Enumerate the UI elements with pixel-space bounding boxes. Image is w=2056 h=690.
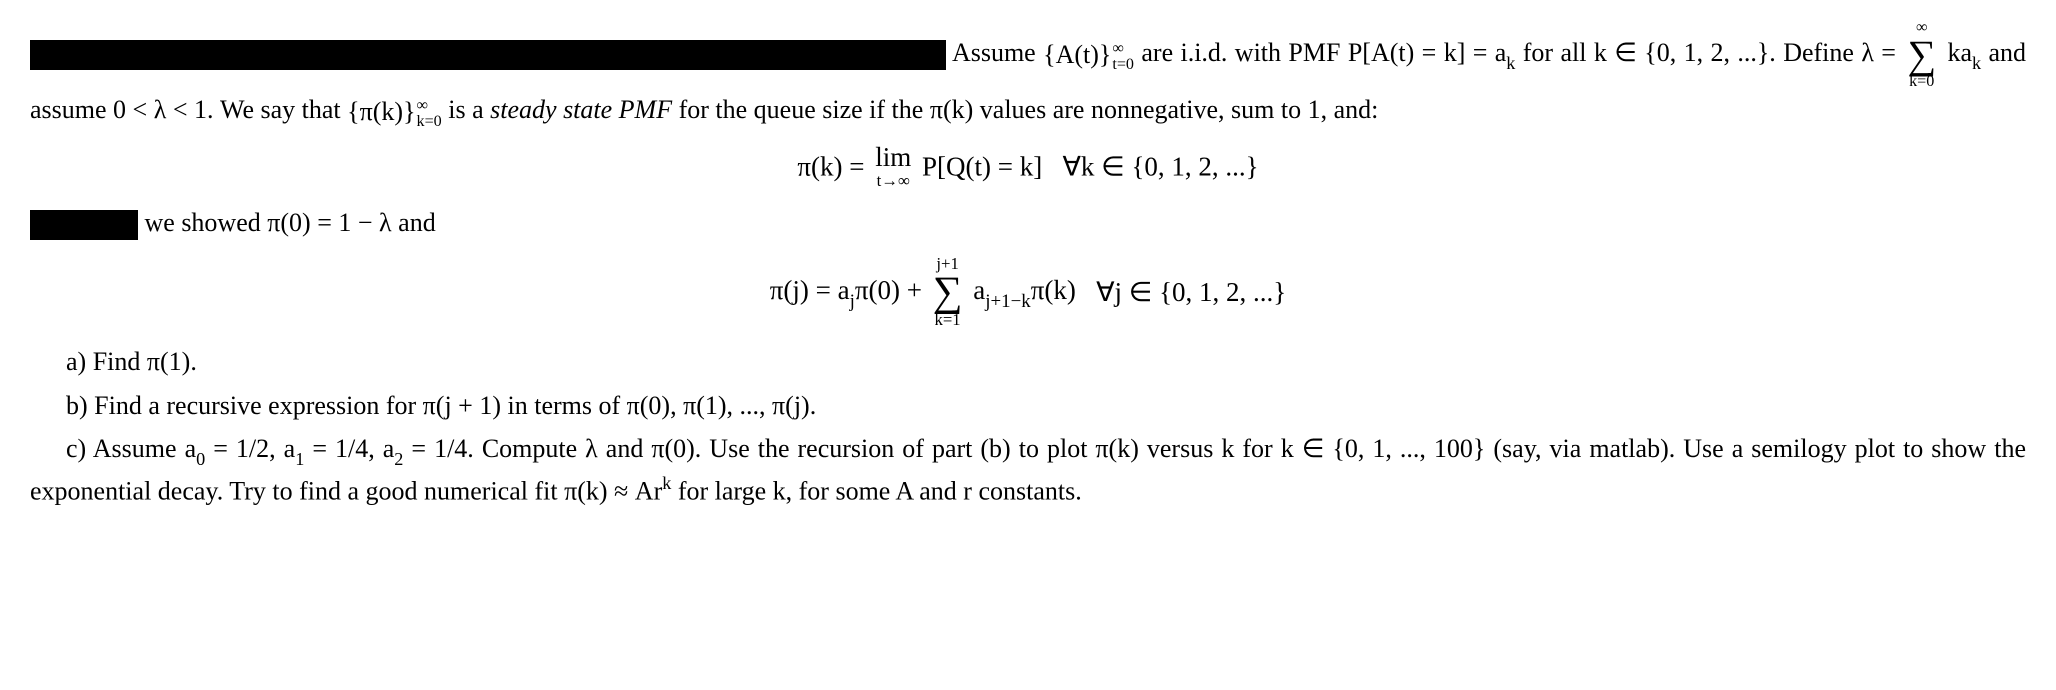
sub: k [1972, 53, 1981, 73]
part-b: b) Find a recursive expression for π(j +… [30, 387, 2026, 425]
text: Define [1783, 38, 1861, 67]
lhs: π(k) = [797, 152, 871, 182]
sigma-sum: ∞∑k=0 [1907, 20, 1936, 91]
supsub: ∞t=0 [1112, 41, 1134, 73]
text: = 1/4, [304, 434, 382, 463]
sub: k [1506, 53, 1515, 73]
sub: 1 [295, 449, 304, 469]
seq-base: {π(k)} [347, 97, 415, 126]
text: π(0) + [855, 275, 929, 305]
lim-word: lim [875, 144, 911, 171]
text: Assume [946, 38, 1043, 67]
text: a [284, 434, 296, 463]
lim-sub: t→∞ [875, 173, 911, 190]
sum-lower: k=1 [933, 312, 963, 329]
text: π(j) = a [770, 275, 850, 305]
quantifier: ∀j ∈ {0, 1, 2, ...} [1076, 277, 1286, 307]
sub: 2 [394, 449, 403, 469]
text: and [392, 208, 436, 237]
sup: k [662, 473, 671, 493]
sequence-A: {A(t)}∞t=0 [1043, 40, 1134, 69]
a2: a2 = 1/4. [383, 434, 482, 463]
text: = 1/2, [205, 434, 283, 463]
equation-pi-recursion: π(j) = ajπ(0) + j+1∑k=1 aj+1−kπ(k) ∀j ∈ … [30, 256, 2026, 329]
set-k: k ∈ {0, 1, 2, ...}. [1594, 38, 1783, 67]
sigma-icon: ∑ [933, 274, 963, 312]
we-showed-line: we showed π(0) = 1 − λ and [30, 204, 2026, 242]
term-steady-state-pmf: steady state PMF [490, 95, 672, 124]
supsub: ∞k=0 [417, 98, 442, 130]
text: c) Assume [66, 434, 185, 463]
text: = 1/4. [403, 434, 481, 463]
sub: k=0 [417, 114, 442, 130]
part-a: a) Find π(1). [30, 343, 2026, 381]
sup: ∞ [1112, 41, 1134, 57]
text: for all [1515, 38, 1593, 67]
part-c: c) Assume a0 = 1/2, a1 = 1/4, a2 = 1/4. … [30, 430, 2026, 510]
redaction-1 [30, 40, 946, 70]
sub: 0 [196, 449, 205, 469]
seq-base: {A(t)} [1043, 40, 1111, 69]
text: for the queue size if the [672, 95, 930, 124]
sigma-sum: j+1∑k=1 [933, 256, 963, 329]
text: is a [442, 95, 490, 124]
text: values are nonnegative, sum to 1, and: [973, 95, 1378, 124]
equation-pi-limit: π(k) = lim t→∞ P[Q(t) = k] ∀k ∈ {0, 1, 2,… [30, 144, 2026, 190]
text: P[A(t) = [1348, 38, 1444, 67]
lambda-cond: 0 < λ < 1. [113, 95, 220, 124]
text: are i.i.d. with PMF [1134, 38, 1348, 67]
text: π(k) [1031, 275, 1076, 305]
sub: j [850, 291, 855, 312]
redaction-2 [30, 210, 138, 240]
sigma-icon: ∑ [1907, 37, 1936, 73]
sup: ∞ [417, 98, 442, 114]
text: k] = a [1444, 38, 1507, 67]
lhs: π(j) = ajπ(0) + [770, 275, 929, 305]
quantifier: ∀k ∈ {0, 1, 2, ...} [1042, 152, 1258, 182]
pmf-rhs: k] = ak [1444, 38, 1516, 67]
pmf-expr: P[A(t) = [1348, 38, 1444, 67]
lambda-def: λ = ∞∑k=0 kak [1861, 38, 1981, 67]
text: ka [1940, 38, 1972, 67]
text: for large k, for some A and r constants. [671, 477, 1081, 506]
sum-lower: k=0 [1907, 74, 1936, 90]
pi-k: π(k) [930, 95, 973, 124]
text: we showed [138, 208, 267, 237]
text: a [967, 275, 986, 305]
a1: a1 = 1/4, [284, 434, 383, 463]
problem-intro-paragraph: Assume {A(t)}∞t=0 are i.i.d. with PMF P[… [30, 20, 2026, 130]
lim-operator: lim t→∞ [875, 144, 911, 190]
sequence-pi: {π(k)}∞k=0 [347, 97, 442, 126]
text: a [383, 434, 395, 463]
term: aj+1−kπ(k) [967, 275, 1076, 305]
sub: t=0 [1112, 57, 1134, 73]
text: We say that [220, 95, 347, 124]
sub: j+1−k [985, 291, 1030, 312]
text: λ = [1861, 38, 1903, 67]
pi0-eq: π(0) = 1 − λ [267, 208, 391, 237]
a0: a0 = 1/2, [185, 434, 284, 463]
body: P[Q(t) = k] [915, 152, 1042, 182]
text: a [185, 434, 197, 463]
